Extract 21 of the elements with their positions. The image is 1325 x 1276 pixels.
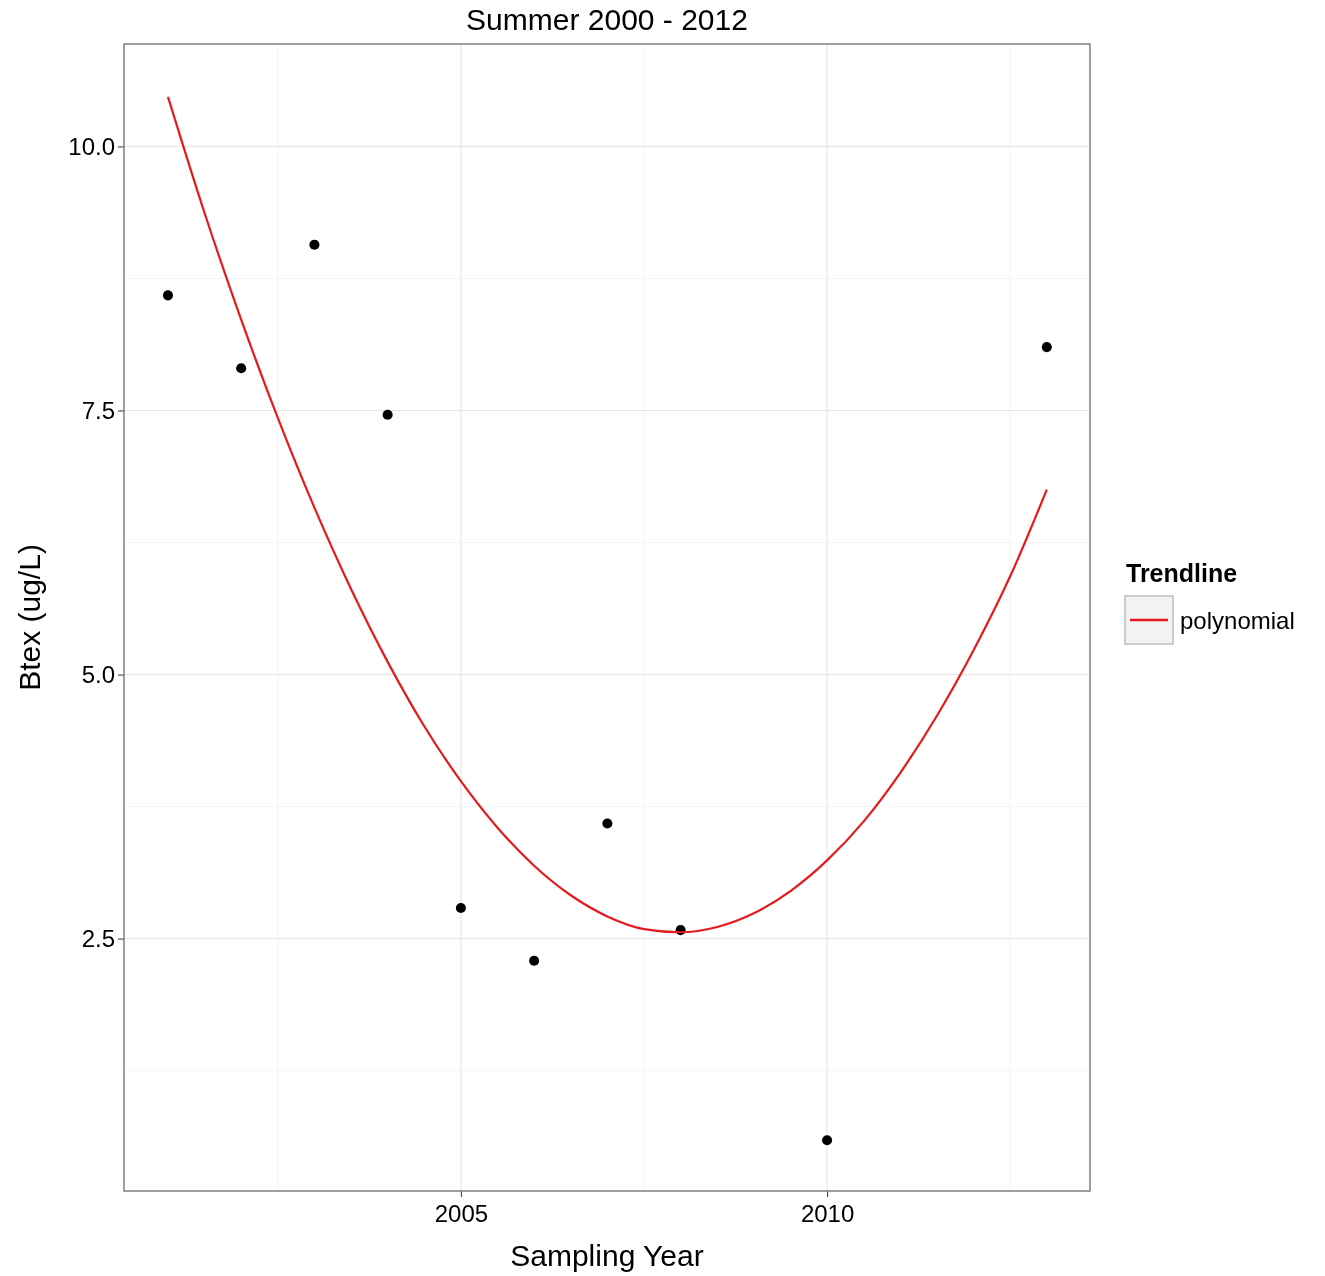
point: [236, 363, 247, 374]
line-series: [166, 95, 1048, 934]
point: [162, 290, 173, 301]
point: [1041, 342, 1052, 353]
x-tick-label: 2010: [800, 1199, 855, 1227]
point: [455, 902, 466, 913]
point: [382, 409, 393, 420]
point: [309, 239, 320, 250]
legend-label: polynomial: [1180, 607, 1295, 634]
y-tick-label: 2.5: [81, 924, 115, 952]
y-tick-label: 5.0: [81, 660, 115, 688]
legend-title: Trendline: [1126, 559, 1238, 587]
y-tick-label: 10.0: [68, 132, 115, 160]
y-tick-label: 7.5: [81, 396, 115, 424]
point: [602, 818, 613, 829]
y-axis-title: Btex (ug/L): [13, 544, 46, 691]
x-axis-title: Sampling Year: [510, 1239, 704, 1272]
point: [529, 955, 540, 966]
chart-title: Summer 2000 - 2012: [466, 3, 748, 36]
x-tick-label: 2005: [434, 1199, 489, 1227]
point: [822, 1135, 833, 1146]
